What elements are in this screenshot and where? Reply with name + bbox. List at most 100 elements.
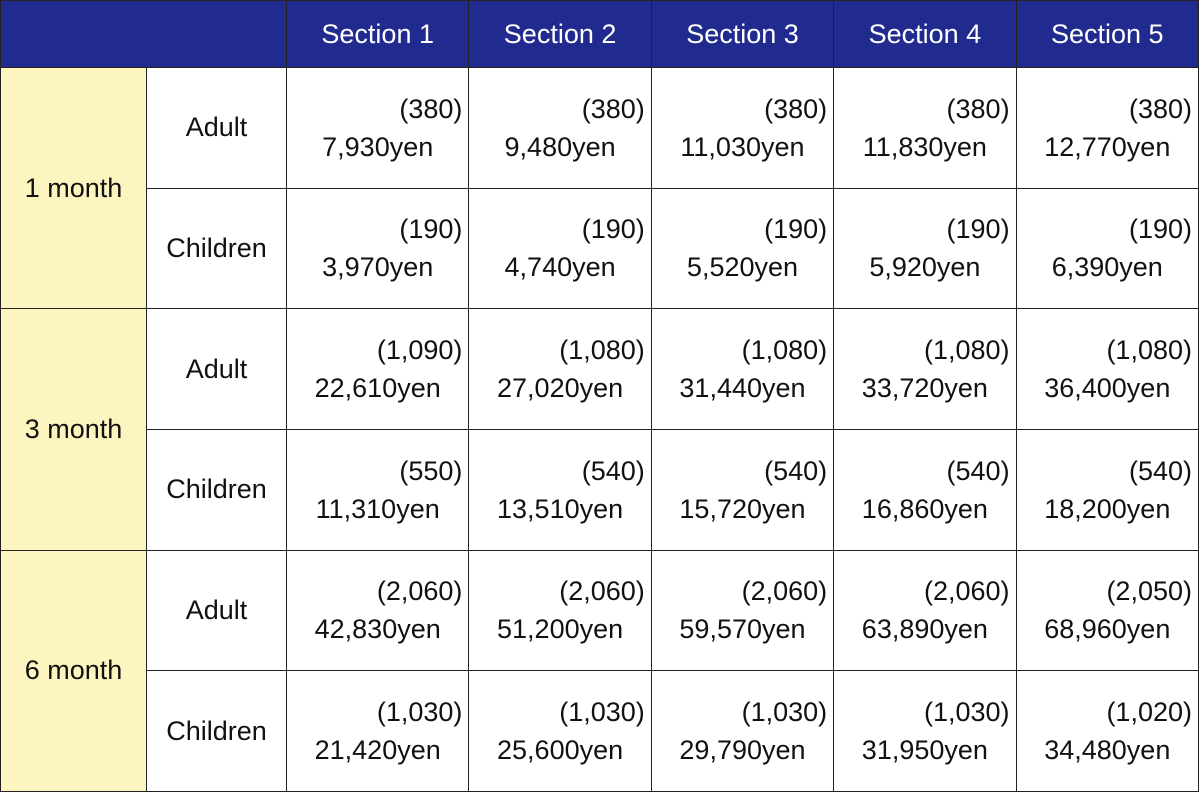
fare-cell: (1,090) 22,610yen <box>285 308 470 430</box>
fare-cell: (190) 5,520yen <box>650 187 835 310</box>
fare-note: (380) <box>946 93 1010 124</box>
fare-price: 31,440yen <box>679 373 806 404</box>
column-header: Section 1 <box>285 0 470 68</box>
fare-cell: (380) 11,830yen <box>833 67 1017 189</box>
fare-price: 59,570yen <box>679 614 806 645</box>
fare-cell: (2,050) 68,960yen <box>1015 549 1200 672</box>
fare-cell: (540) 18,200yen <box>1015 428 1200 551</box>
data-row: Children (1,030) 21,420yen (1,030) 25,600yen… <box>1 670 1200 792</box>
fare-price: 4,740yen <box>504 252 616 283</box>
fare-price: 42,830yen <box>314 614 441 645</box>
corner-cell <box>0 0 287 68</box>
fare-note: (1,030) <box>559 697 645 728</box>
fare-price: 29,790yen <box>679 735 806 766</box>
header-row: Section 1 Section 2 Section 3 Section 4 Sect… <box>0 0 1200 68</box>
fare-note: (190) <box>946 214 1010 245</box>
fare-cell: (380) 9,480yen <box>468 67 652 189</box>
fare-note: (550) <box>399 455 463 486</box>
fare-cell: (380) 7,930yen <box>285 67 470 189</box>
fare-cell: (190) 3,970yen <box>285 187 470 310</box>
column-header: Section 5 <box>1015 0 1200 68</box>
fare-cell: (540) 15,720yen <box>650 428 835 551</box>
row-label: Children <box>146 187 287 310</box>
fare-cell: (2,060) 42,830yen <box>285 549 470 672</box>
fare-cell: (1,030) 29,790yen <box>650 670 835 792</box>
fare-cell: (1,080) 36,400yen <box>1015 308 1200 430</box>
fare-note: (1,080) <box>559 335 645 366</box>
fare-note: (380) <box>764 93 828 124</box>
fare-cell: (540) 16,860yen <box>833 428 1017 551</box>
fare-price: 68,960yen <box>1044 614 1171 645</box>
fare-note: (2,060) <box>924 576 1010 607</box>
fare-note: (540) <box>581 455 645 486</box>
fare-price: 22,610yen <box>314 373 441 404</box>
fare-note: (540) <box>764 455 828 486</box>
fare-note: (380) <box>581 93 645 124</box>
fare-price: 63,890yen <box>861 614 988 645</box>
fare-cell: (190) 5,920yen <box>833 187 1017 310</box>
group-label: 6 month <box>0 549 147 793</box>
fare-cell: (190) 6,390yen <box>1015 187 1200 310</box>
fare-price: 9,480yen <box>504 131 616 162</box>
fare-cell: (540) 13,510yen <box>468 428 652 551</box>
data-row: 6 month Adult (2,060) 42,830yen (2,060) 51,20… <box>0 549 1200 793</box>
fare-price: 18,200yen <box>1044 493 1171 524</box>
fare-price: 15,720yen <box>679 493 806 524</box>
fare-cell: (1,080) 31,440yen <box>650 308 835 430</box>
fare-note: (190) <box>581 214 645 245</box>
fare-price: 12,770yen <box>1044 131 1171 162</box>
data-row: Children (190) 3,970yen (190) 4,740yen (190) 5… <box>1 187 1200 310</box>
fare-cell: (1,030) 25,600yen <box>468 670 652 792</box>
fare-price: 11,030yen <box>680 131 805 162</box>
fare-price: 5,520yen <box>686 252 799 283</box>
fare-price: 11,830yen <box>862 131 987 162</box>
fare-note: (1,080) <box>741 335 828 366</box>
fare-cell: (550) 11,310yen <box>285 428 470 551</box>
fare-price: 6,390yen <box>1051 252 1163 283</box>
row-label: Children <box>146 428 287 551</box>
fare-note: (1,080) <box>1106 335 1192 366</box>
fare-cell: (1,080) 27,020yen <box>468 308 652 430</box>
fare-price: 31,950yen <box>861 735 988 766</box>
row-label: Adult <box>146 549 287 672</box>
fare-note: (190) <box>764 214 828 245</box>
column-header: Section 4 <box>833 0 1017 68</box>
fare-price: 16,860yen <box>861 493 988 524</box>
fare-note: (1,020) <box>1106 697 1192 728</box>
fare-note: (190) <box>399 214 463 245</box>
fare-cell: (1,030) 21,420yen <box>285 670 470 792</box>
fare-note: (380) <box>399 93 463 124</box>
fare-price: 7,930yen <box>322 131 434 162</box>
fare-price: 33,720yen <box>861 373 988 404</box>
fare-note: (1,090) <box>376 335 463 366</box>
fare-cell: (2,060) 51,200yen <box>468 549 652 672</box>
fare-note: (1,080) <box>924 335 1010 366</box>
fare-note: (1,030) <box>924 697 1010 728</box>
fare-cell: (2,060) 63,890yen <box>833 549 1017 672</box>
group-label: 1 month <box>0 66 147 310</box>
fare-price: 21,420yen <box>314 735 441 766</box>
fare-price: 11,310yen <box>315 493 440 524</box>
fare-cell: (380) 11,030yen <box>650 67 835 189</box>
fare-note: (540) <box>1128 455 1192 486</box>
data-row: 1 month Adult (380) 7,930yen (380) 9,480yen (3… <box>0 66 1200 310</box>
fare-cell: (2,060) 59,570yen <box>650 549 835 672</box>
fare-note: (190) <box>1128 214 1192 245</box>
data-row: Children (550) 11,310yen (540) 13,510yen (540… <box>1 428 1200 551</box>
fare-note: (380) <box>1128 93 1192 124</box>
fare-note: (2,050) <box>1106 576 1192 607</box>
data-row: 3 month Adult (1,090) 22,610yen (1,080) 27,02… <box>0 308 1200 551</box>
fare-cell: (1,030) 31,950yen <box>833 670 1017 792</box>
column-header: Section 2 <box>468 0 652 68</box>
fare-price: 51,200yen <box>497 614 624 645</box>
fare-price: 3,970yen <box>322 252 434 283</box>
fare-price: 13,510yen <box>497 493 624 524</box>
fare-price: 34,480yen <box>1044 735 1171 766</box>
fare-cell: (380) 12,770yen <box>1015 67 1200 189</box>
fare-price: 25,600yen <box>497 735 624 766</box>
fare-note: (2,060) <box>741 576 828 607</box>
fare-price: 5,920yen <box>869 252 981 283</box>
fare-note: (540) <box>946 455 1010 486</box>
